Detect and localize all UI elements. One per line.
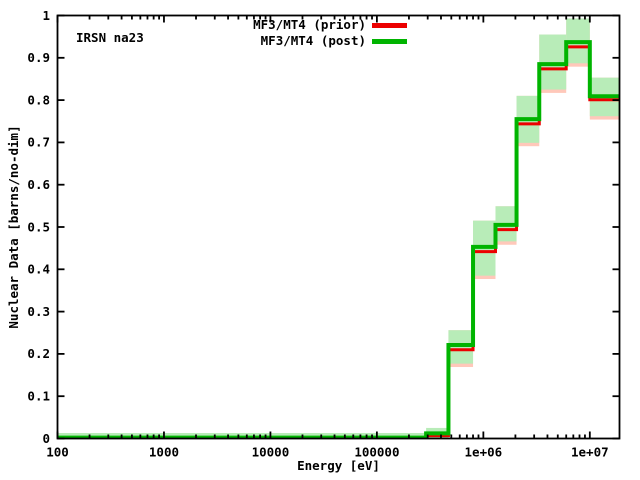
y-tick-label: 0.6 xyxy=(27,177,50,192)
legend-row-prior: MF3/MT4 (prior) xyxy=(253,17,407,33)
x-axis-title: Energy [eV] xyxy=(297,458,380,473)
x-tick-label: 10000 xyxy=(252,445,290,460)
post-step-line xyxy=(57,40,620,439)
y-tick-label: 0.7 xyxy=(27,135,50,150)
x-tick-label: 1e+07 xyxy=(571,445,609,460)
x-tick-label: 1e+06 xyxy=(465,445,503,460)
post-line-swatch xyxy=(372,38,407,44)
y-tick-label: 0.4 xyxy=(27,262,50,277)
legend-label-prior: MF3/MT4 (prior) xyxy=(253,17,366,32)
y-tick-label: 0.3 xyxy=(27,304,50,319)
y-tick-label: 0.1 xyxy=(27,389,50,404)
y-axis-title: Nuclear Data [barns/no-dim] xyxy=(6,125,21,329)
plot-border xyxy=(56,14,621,440)
y-tick-label: 1 xyxy=(42,8,50,23)
uncertainty-band-post xyxy=(539,34,567,90)
prior-step-line xyxy=(57,45,620,439)
legend: MF3/MT4 (prior) MF3/MT4 (post) xyxy=(0,17,407,49)
y-tick-label: 0.8 xyxy=(27,92,50,107)
corner-label: IRSN na23 xyxy=(76,30,144,45)
prior-line-swatch xyxy=(372,22,407,28)
x-tick-label: 100 xyxy=(46,445,69,460)
plot-area xyxy=(57,18,620,439)
x-tick-label: 100000 xyxy=(354,445,399,460)
x-tick-label: 1000 xyxy=(149,445,179,460)
y-tick-label: 0 xyxy=(42,431,50,446)
y-tick-label: 0.2 xyxy=(27,346,50,361)
legend-label-post: MF3/MT4 (post) xyxy=(260,33,366,48)
y-tick-label: 0.5 xyxy=(27,219,50,234)
y-tick-label: 0.9 xyxy=(27,50,50,65)
legend-row-post: MF3/MT4 (post) xyxy=(261,33,407,49)
